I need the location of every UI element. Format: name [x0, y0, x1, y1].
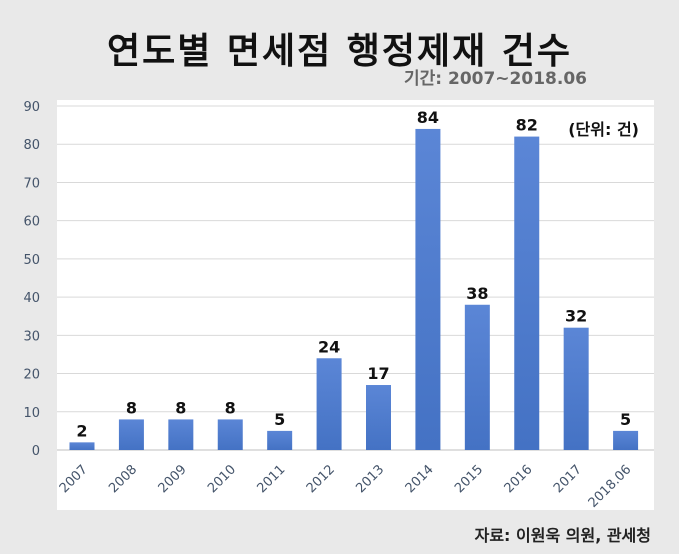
bar [464, 304, 490, 450]
bar [267, 430, 293, 450]
y-tick-label: 10 [23, 406, 40, 421]
x-tick-label: 2009 [156, 462, 190, 496]
x-tick-label: 2018.06 [586, 462, 635, 511]
y-tick-label: 90 [23, 100, 40, 115]
chart-title: 연도별 면세점 행정제재 건수 [106, 31, 573, 72]
y-tick-label: 80 [23, 138, 40, 153]
bar [168, 419, 194, 450]
bar [316, 358, 342, 450]
x-tick-label: 2014 [403, 462, 437, 496]
data-label: 5 [274, 410, 285, 429]
x-tick-label: 2008 [106, 462, 140, 496]
y-tick-label: 70 [23, 176, 40, 191]
y-tick-label: 20 [23, 368, 40, 383]
x-tick-label: 2016 [502, 462, 536, 496]
data-label: 2 [76, 421, 87, 440]
bar [366, 385, 391, 450]
y-tick-label: 60 [23, 215, 40, 230]
x-tick-label: 2010 [205, 462, 239, 496]
data-label: 17 [367, 364, 389, 383]
data-label: 38 [466, 284, 488, 303]
data-label: 5 [620, 410, 631, 429]
x-tick-label: 2013 [353, 462, 387, 496]
y-tick-label: 30 [23, 329, 40, 344]
data-label: 8 [225, 398, 236, 417]
data-label: 32 [565, 307, 587, 326]
y-tick-label: 40 [23, 291, 40, 306]
x-tick-label: 2011 [254, 462, 288, 496]
x-tick-label: 2007 [57, 462, 91, 496]
data-label: 84 [417, 108, 439, 127]
data-label: 8 [175, 398, 186, 417]
data-label: 82 [516, 116, 538, 135]
bar [217, 419, 243, 450]
x-tick-label: 2015 [452, 462, 486, 496]
source-label: 자료: 이원욱 의원, 관세청 [474, 526, 651, 545]
data-label: 24 [318, 337, 340, 356]
x-tick-label: 2012 [304, 462, 338, 496]
plot-area [57, 100, 654, 510]
bar [563, 327, 589, 450]
data-label: 8 [126, 398, 137, 417]
y-tick-label: 0 [32, 444, 40, 459]
x-tick-label: 2017 [551, 462, 585, 496]
y-tick-label: 50 [23, 253, 40, 268]
bar [613, 430, 639, 450]
bar [514, 136, 540, 451]
unit-label: (단위: 건) [568, 120, 639, 139]
bar [118, 419, 144, 450]
bar [415, 128, 441, 450]
period-label: 기간: 2007~2018.06 [404, 69, 587, 89]
bar [69, 442, 95, 450]
